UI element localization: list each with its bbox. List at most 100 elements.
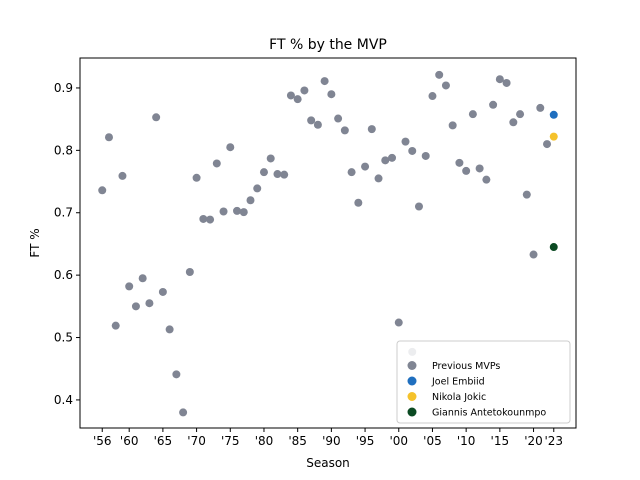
point-0-62 xyxy=(516,110,525,119)
point-0-54 xyxy=(462,166,471,175)
point-0-15 xyxy=(199,214,208,223)
point-0-55 xyxy=(468,110,477,119)
legend-marker-0 xyxy=(407,361,417,370)
legend-marker-3 xyxy=(407,407,417,417)
point-0-47 xyxy=(414,202,423,211)
point-0-33 xyxy=(320,77,329,86)
y-tick-label: 0.9 xyxy=(54,81,73,95)
point-0-27 xyxy=(280,170,289,179)
point-0-42 xyxy=(381,156,390,165)
y-tick-label: 0.6 xyxy=(54,268,73,282)
point-0-48 xyxy=(421,151,430,160)
point-0-34 xyxy=(327,90,336,99)
point-0-61 xyxy=(509,118,518,127)
point-0-8 xyxy=(152,113,161,122)
x-tick-label: '23 xyxy=(544,434,563,448)
point-0-41 xyxy=(374,174,383,183)
legend-label-0: Previous MVPs xyxy=(432,361,500,372)
point-0-25 xyxy=(266,154,275,163)
points-layer xyxy=(98,70,558,417)
point-0-28 xyxy=(286,91,295,100)
point-0-64 xyxy=(529,250,538,259)
point-0-7 xyxy=(145,299,154,308)
legend: Previous MVPs Joel Embiid Nikola Jokic Gian… xyxy=(396,340,571,424)
point-0-49 xyxy=(428,92,437,101)
point-0-24 xyxy=(259,168,268,177)
point-0-12 xyxy=(179,408,188,417)
point-0-50 xyxy=(435,70,444,79)
point-0-4 xyxy=(125,282,134,291)
y-axis: 0.4 0.5 0.6 0.7 0.8 0.9 xyxy=(54,81,80,407)
point-0-39 xyxy=(361,162,370,171)
point-0-17 xyxy=(212,159,221,168)
point-0-43 xyxy=(388,153,397,162)
point-0-26 xyxy=(273,170,282,179)
x-tick-label: '75 xyxy=(221,434,240,448)
y-tick-label: 0.4 xyxy=(54,393,73,407)
point-0-65 xyxy=(536,103,545,112)
point-0-46 xyxy=(408,146,417,155)
point-0-37 xyxy=(347,168,356,177)
x-axis: '56 '60 '65 '70 '75 '80 '85 '90 '95 '00 '05 '10 '15 '… xyxy=(93,428,563,448)
point-1-0 xyxy=(549,110,558,119)
x-tick-label: '65 xyxy=(154,434,173,448)
x-axis-label: Season xyxy=(306,456,350,470)
point-0-53 xyxy=(455,158,464,167)
point-0-40 xyxy=(367,125,376,134)
point-0-35 xyxy=(334,114,343,123)
x-tick-label: '70 xyxy=(187,434,206,448)
point-0-57 xyxy=(482,175,491,184)
point-0-45 xyxy=(401,137,410,146)
point-0-2 xyxy=(111,321,120,330)
y-axis-label: FT % xyxy=(28,228,42,257)
legend-marker-1 xyxy=(407,376,417,386)
chart-title: FT % by the MVP xyxy=(269,37,387,53)
x-tick-label: '20 xyxy=(524,434,543,448)
point-0-19 xyxy=(226,143,235,152)
point-0-22 xyxy=(246,196,255,205)
point-0-14 xyxy=(192,173,201,182)
y-tick-label: 0.5 xyxy=(54,331,73,345)
x-tick-label: '05 xyxy=(423,434,442,448)
point-0-5 xyxy=(131,302,140,311)
point-0-60 xyxy=(502,78,511,87)
point-0-21 xyxy=(239,208,248,217)
point-0-59 xyxy=(495,75,504,84)
point-2-0 xyxy=(549,132,558,141)
point-0-63 xyxy=(522,190,531,199)
x-tick-label: '60 xyxy=(120,434,139,448)
point-0-1 xyxy=(104,133,113,142)
point-0-18 xyxy=(219,207,228,216)
y-tick-label: 0.7 xyxy=(54,206,73,220)
point-0-56 xyxy=(475,164,484,173)
point-0-13 xyxy=(185,268,194,277)
point-0-38 xyxy=(354,198,363,207)
x-tick-label: '56 xyxy=(93,434,112,448)
legend-label-1: Joel Embiid xyxy=(431,377,485,388)
point-0-31 xyxy=(307,116,316,125)
point-0-10 xyxy=(165,325,174,334)
legend-label-2: Nikola Jokic xyxy=(432,392,486,403)
point-0-20 xyxy=(233,206,242,215)
point-0-3 xyxy=(118,171,127,180)
point-0-16 xyxy=(206,215,215,224)
point-0-9 xyxy=(158,287,167,296)
plot-frame xyxy=(79,57,577,429)
x-tick-label: '10 xyxy=(457,434,476,448)
point-0-36 xyxy=(340,126,349,135)
point-0-23 xyxy=(253,184,262,193)
x-tick-label: '15 xyxy=(491,434,510,448)
point-0-58 xyxy=(489,100,498,109)
point-0-51 xyxy=(441,81,450,90)
x-tick-label: '95 xyxy=(356,434,375,448)
point-0-32 xyxy=(313,120,322,129)
legend-box xyxy=(396,340,571,424)
point-0-6 xyxy=(138,274,147,283)
point-0-66 xyxy=(543,140,552,149)
point-0-29 xyxy=(293,95,302,104)
legend-items: Previous MVPs Joel Embiid Nikola Jokic Gian… xyxy=(407,361,546,419)
y-tick-label: 0.8 xyxy=(54,143,73,157)
x-tick-label: '00 xyxy=(389,434,408,448)
point-0-0 xyxy=(98,186,107,195)
